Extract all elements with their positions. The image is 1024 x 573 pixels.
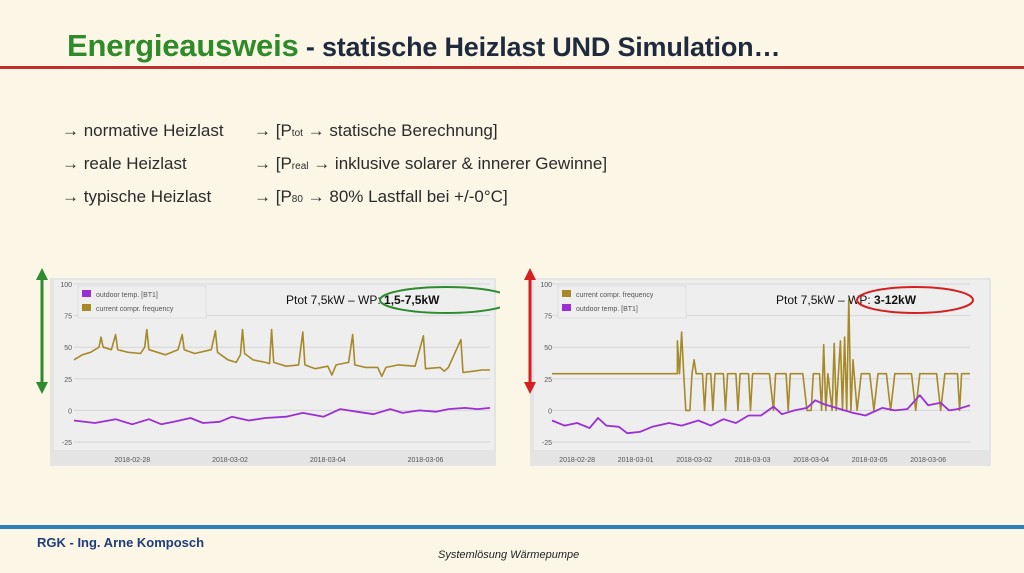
bullet-right-2-sub: real — [291, 161, 309, 172]
y-tick-label: 25 — [544, 377, 552, 384]
series-line-freq — [73, 328, 490, 378]
legend-swatch — [82, 304, 91, 311]
y-tick-label: 100 — [60, 282, 72, 289]
x-tick-label: 2018-03-04 — [310, 457, 346, 464]
annotation-text: Ptot 7,5kW – WP: 1,5-7,5kW — [286, 293, 440, 307]
bullet-right-1-sub: tot — [291, 128, 303, 139]
bullet-right-2-pre: → [P — [254, 154, 292, 173]
bullet-right-3-sub: 80 — [291, 194, 303, 205]
bullet-right-3-pre: → [P — [254, 187, 292, 206]
x-tick-label: 2018-03-06 — [408, 457, 444, 464]
y-tick-label: 100 — [540, 282, 552, 289]
x-tick-label: 2018-03-03 — [735, 457, 771, 464]
x-tick-label: 2018-03-06 — [910, 457, 946, 464]
footer-author: RGK - Ing. Arne Komposch — [37, 535, 205, 550]
x-tick-label: 2018-03-05 — [852, 457, 888, 464]
bullet-right-2-post: → inklusive solarer & innerer Gewinne] — [308, 154, 608, 173]
legend-label: outdoor temp. [BT1] — [96, 292, 158, 299]
y-tick-label: 75 — [544, 314, 552, 321]
y-tick-label: 25 — [64, 377, 72, 384]
x-tick-label: 2018-02-28 — [114, 457, 150, 464]
bullet-left-3: → typische Heizlast — [62, 187, 212, 206]
title-main: Energieausweis — [67, 28, 299, 63]
range-arrow-head-bottom — [524, 382, 536, 394]
bullet-right-3: → [P80 → 80% Lastfall bei +/-0°C] — [254, 187, 508, 207]
y-tick-label: -25 — [542, 440, 552, 447]
legend-box — [77, 285, 207, 319]
annotation-bold: 3-12kW — [874, 293, 917, 307]
annotation-pre: Ptot 7,5kW – WP: — [776, 293, 874, 307]
chart-right: -25 0 25 50 75 100 2018-02-28 2018-03-01 2018-03… — [524, 268, 991, 466]
bullet-right-1-post: → statische Berechnung] — [302, 121, 498, 140]
y-tick-label: 75 — [64, 314, 72, 321]
slide-title: Energieausweis - statische Heizlast UND … — [67, 28, 780, 64]
bullet-left-1: → normative Heizlast — [62, 121, 224, 140]
annotation-text: Ptot 7,5kW – WP: 3-12kW — [776, 293, 917, 307]
y-tick-label: 0 — [548, 408, 552, 415]
annotation-bold: 1,5-7,5kW — [384, 293, 440, 307]
legend-box — [557, 285, 687, 319]
chart-left: -25 0 25 50 75 100 2018-02-28 2018-03-02 2018-03… — [36, 268, 500, 466]
legend-label: current compr. frequency — [576, 292, 654, 299]
x-tick-label: 2018-03-02 — [212, 457, 248, 464]
x-tick-label: 2018-03-02 — [676, 457, 712, 464]
bullet-right-3-post: → 80% Lastfall bei +/-0°C] — [302, 187, 508, 206]
x-tick-label: 2018-02-28 — [559, 457, 595, 464]
range-arrow-head-top — [524, 268, 536, 280]
legend-swatch — [82, 290, 91, 297]
legend-label: current compr. frequency — [96, 306, 174, 313]
series-line-freq — [552, 298, 970, 412]
bullet-right-1: → [Ptot → statische Berechnung] — [254, 121, 498, 141]
bullet-right-1-pre: → [P — [254, 121, 292, 140]
annotation-ellipse — [379, 286, 500, 314]
range-arrow-head-top — [36, 268, 48, 280]
y-tick-label: 0 — [68, 408, 72, 415]
footer-divider — [0, 525, 1024, 529]
legend-label: outdoor temp. [BT1] — [576, 306, 638, 313]
y-tick-label: 50 — [544, 345, 552, 352]
x-tick-label: 2018-03-01 — [618, 457, 654, 464]
x-tick-label: 2018-03-04 — [793, 457, 829, 464]
footer-topic: Systemlösung Wärmepumpe — [438, 549, 580, 561]
annotation-pre: Ptot 7,5kW – WP: — [286, 293, 384, 307]
series-line-temp — [73, 406, 491, 426]
y-tick-label: 50 — [64, 345, 72, 352]
range-arrow-head-bottom — [36, 382, 48, 394]
legend-swatch — [562, 290, 571, 297]
annotation-ellipse — [856, 286, 974, 314]
bullet-right-2: → [Preal → inklusive solarer & innerer G… — [254, 154, 607, 174]
series-line-temp — [551, 394, 971, 435]
y-tick-label: -25 — [62, 440, 72, 447]
title-divider — [0, 66, 1024, 69]
bullet-left-2: → reale Heizlast — [62, 154, 187, 173]
legend-swatch — [562, 304, 571, 311]
title-rest: - statische Heizlast UND Simulation… — [298, 32, 781, 62]
